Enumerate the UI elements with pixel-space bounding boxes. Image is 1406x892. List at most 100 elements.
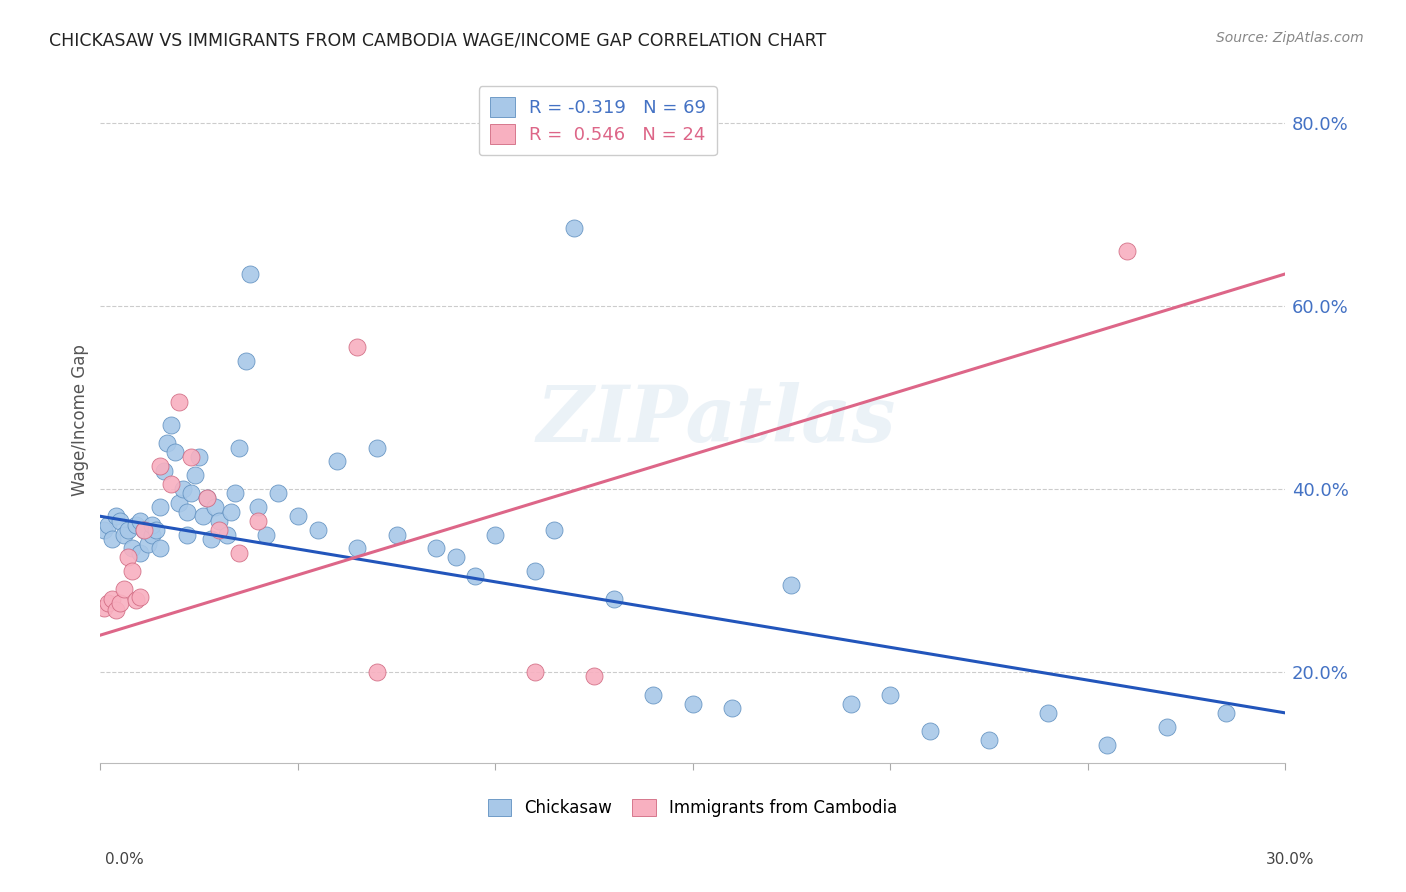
Point <box>208 514 231 528</box>
Point <box>562 221 585 235</box>
Point <box>165 445 187 459</box>
Point <box>176 505 198 519</box>
Point <box>643 688 665 702</box>
Point <box>101 532 124 546</box>
Point <box>128 514 150 528</box>
Point <box>326 454 349 468</box>
Point <box>112 582 135 597</box>
Point <box>879 688 901 702</box>
Text: 30.0%: 30.0% <box>1267 852 1315 867</box>
Text: CHICKASAW VS IMMIGRANTS FROM CAMBODIA WAGE/INCOME GAP CORRELATION CHART: CHICKASAW VS IMMIGRANTS FROM CAMBODIA WA… <box>49 31 827 49</box>
Y-axis label: Wage/Income Gap: Wage/Income Gap <box>72 344 89 496</box>
Point <box>464 568 486 582</box>
Point <box>247 500 270 515</box>
Point <box>112 527 135 541</box>
Point <box>195 491 218 505</box>
Point <box>93 523 115 537</box>
Point <box>108 596 131 610</box>
Point <box>141 518 163 533</box>
Point <box>219 505 242 519</box>
Point <box>346 340 368 354</box>
Point <box>117 550 139 565</box>
Point <box>128 546 150 560</box>
Point <box>977 733 1000 747</box>
Point <box>121 541 143 556</box>
Point <box>160 477 183 491</box>
Point <box>1097 738 1119 752</box>
Point <box>101 591 124 606</box>
Point <box>267 486 290 500</box>
Point <box>97 518 120 533</box>
Point <box>215 527 238 541</box>
Point <box>169 395 191 409</box>
Point <box>366 665 388 679</box>
Point <box>169 495 191 509</box>
Point <box>97 596 120 610</box>
Point <box>780 578 803 592</box>
Point <box>239 267 262 281</box>
Point <box>105 509 128 524</box>
Point <box>191 509 214 524</box>
Point <box>132 523 155 537</box>
Point <box>346 541 368 556</box>
Point <box>484 527 506 541</box>
Point <box>195 491 218 505</box>
Point <box>1116 244 1139 259</box>
Point <box>444 550 467 565</box>
Point <box>721 701 744 715</box>
Point <box>307 523 329 537</box>
Point <box>105 602 128 616</box>
Point <box>224 486 246 500</box>
Point <box>141 527 163 541</box>
Point <box>366 441 388 455</box>
Point <box>204 500 226 515</box>
Point <box>543 523 565 537</box>
Point <box>172 482 194 496</box>
Point <box>200 532 222 546</box>
Point <box>247 514 270 528</box>
Point <box>149 541 172 556</box>
Point <box>180 450 202 464</box>
Point <box>152 464 174 478</box>
Text: ZIPatlas: ZIPatlas <box>537 382 896 458</box>
Point <box>235 354 257 368</box>
Point <box>132 523 155 537</box>
Point <box>287 509 309 524</box>
Point <box>136 537 159 551</box>
Point <box>254 527 277 541</box>
Text: Source: ZipAtlas.com: Source: ZipAtlas.com <box>1216 31 1364 45</box>
Point <box>121 564 143 578</box>
Point <box>208 523 231 537</box>
Point <box>385 527 408 541</box>
Point <box>188 450 211 464</box>
Point <box>839 697 862 711</box>
Point <box>1036 706 1059 720</box>
Point <box>117 523 139 537</box>
Point <box>602 591 624 606</box>
Legend: Chickasaw, Immigrants from Cambodia: Chickasaw, Immigrants from Cambodia <box>481 792 904 823</box>
Point <box>145 523 167 537</box>
Point <box>523 665 546 679</box>
Point <box>108 514 131 528</box>
Point <box>918 724 941 739</box>
Point <box>582 669 605 683</box>
Point <box>228 441 250 455</box>
Point <box>93 600 115 615</box>
Point <box>1215 706 1237 720</box>
Point <box>149 458 172 473</box>
Point <box>176 527 198 541</box>
Point <box>125 593 148 607</box>
Point <box>125 518 148 533</box>
Point <box>425 541 447 556</box>
Point <box>180 486 202 500</box>
Point <box>523 564 546 578</box>
Text: 0.0%: 0.0% <box>105 852 145 867</box>
Point <box>1156 720 1178 734</box>
Point <box>149 500 172 515</box>
Point <box>184 468 207 483</box>
Point <box>228 546 250 560</box>
Point <box>128 590 150 604</box>
Point <box>682 697 704 711</box>
Point <box>160 417 183 432</box>
Point <box>156 436 179 450</box>
